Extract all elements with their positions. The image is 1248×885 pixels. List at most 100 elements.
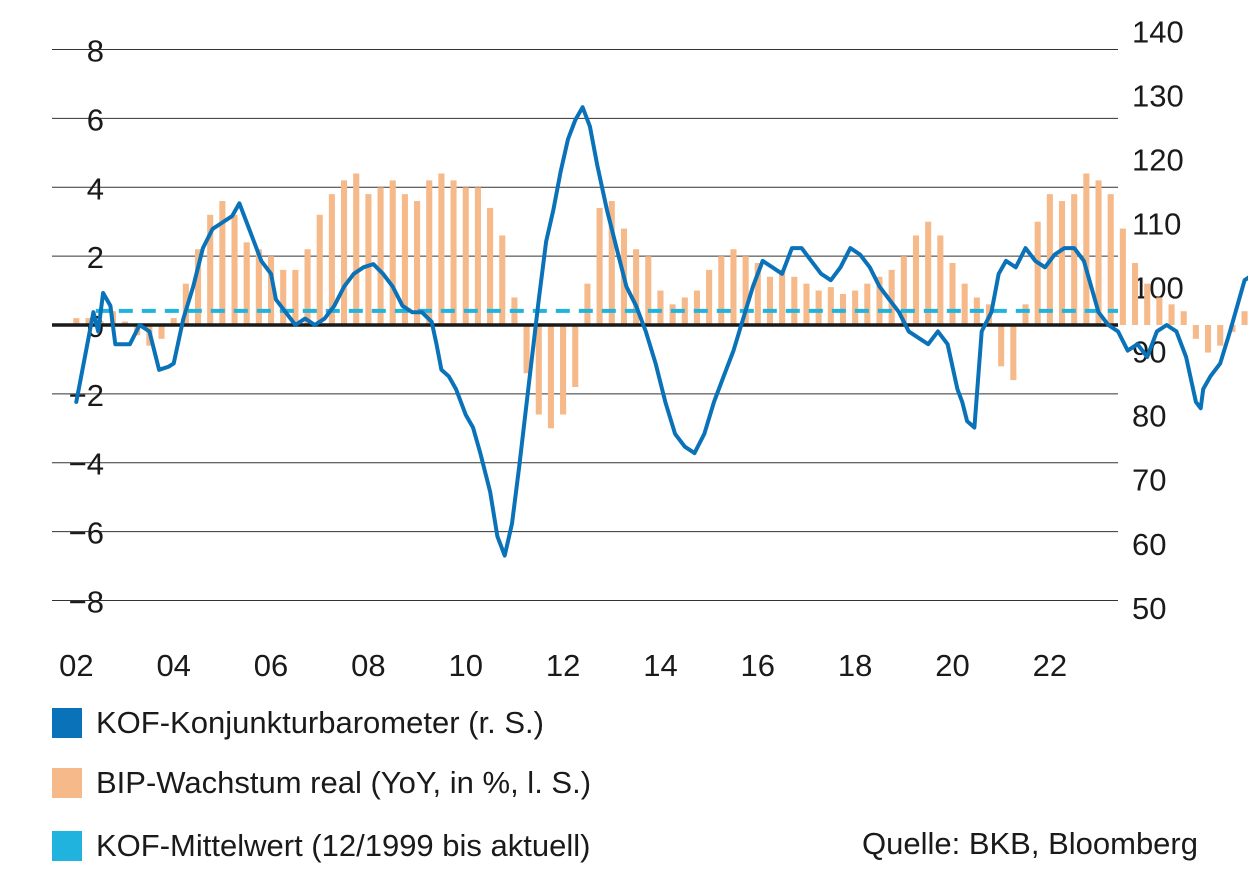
y-right-tick-label: 50 [1132,591,1166,626]
bip-bar [815,290,822,325]
y-left-tick-label: −8 [69,584,104,619]
x-tick-label: 22 [1033,648,1067,683]
legend-item-kof-mittelwert: KOF-Mittelwert (12/1999 bis aktuell) [52,828,591,863]
bip-bar [1034,221,1041,325]
legend-item-bip-wachstum: BIP-Wachstum real (YoY, in %, l. S.) [52,765,591,800]
bip-bar [730,249,737,325]
x-tick-label: 04 [156,648,190,683]
bip-bar [304,249,311,325]
bip-bar [1192,325,1199,339]
bip-bar [73,318,80,325]
legend-label-kof-mittelwert: KOF-Mittelwert (12/1999 bis aktuell) [96,828,591,863]
bip-bar [280,269,287,325]
bip-bar [766,276,774,325]
bip-bar [1156,297,1163,325]
bip-bar [231,214,238,325]
y-right-tick-label: 110 [1132,207,1181,242]
x-tick-label: 02 [59,648,93,683]
bip-bar [669,304,676,325]
bip-bar [998,325,1005,367]
bip-bar [1107,194,1114,325]
bip-bar [499,235,506,325]
bip-bar [706,269,713,325]
bip-bar [718,256,725,325]
bip-bar [852,290,859,325]
x-tick-label: 08 [351,648,385,683]
bip-bar [328,194,335,325]
bip-bar [377,187,384,325]
y-left-tick-label: 6 [87,102,104,137]
bip-bar [438,173,445,325]
bip-bar [608,201,615,325]
bip-bar [401,194,408,325]
bip-bar [1180,311,1187,325]
y-left-tick-label: −2 [69,378,104,413]
bip-bar [791,276,798,325]
bip-bar [1217,325,1224,346]
bip-bar [560,325,567,415]
bip-bar [341,180,348,325]
kof-barometer-line [74,105,1248,558]
bip-bar [547,325,554,429]
x-tick-label: 14 [643,648,677,683]
bip-bar [1095,180,1102,325]
bip-bar [389,180,396,325]
y-left-tick-label: 8 [87,34,104,69]
legend-swatch-bip-wachstum [52,768,82,798]
y-right-tick-label: 120 [1132,142,1184,177]
bip-bar [1083,173,1090,325]
bip-bar [462,187,469,325]
bip-bar [742,256,749,325]
legend-label-kof-barometer: KOF-Konjunkturbarometer (r. S.) [96,705,544,740]
bip-bar [243,242,250,325]
bip-bar [754,263,761,325]
y-left-tick-label: −4 [69,447,104,482]
bip-bar [864,283,871,325]
y-right-tick-label: 70 [1132,463,1166,498]
bip-bar [693,290,700,325]
x-tick-label: 06 [254,648,288,683]
bip-bar [779,269,786,325]
bip-bar [584,283,591,325]
bip-bar [1144,283,1151,325]
y-left-tick-label: 2 [87,240,104,275]
bip-bar [353,173,360,325]
bip-bar [596,207,603,325]
bip-bar [1010,325,1017,381]
bip-bar [450,180,457,325]
bip-bar [961,283,968,325]
bip-bar [1058,201,1066,325]
bip-bar [207,214,214,325]
bip-bar [85,318,92,325]
y-right-tick-label: 60 [1132,527,1166,562]
x-tick-label: 10 [449,648,483,683]
legend-swatch-kof-mittelwert [52,831,82,861]
bip-bar [1241,311,1248,325]
bip-bar [876,276,883,325]
bip-bar [645,256,652,325]
x-tick-label: 20 [935,648,969,683]
bip-bar [170,318,177,325]
bip-bar [657,290,664,325]
bip-bar [426,180,433,325]
legend-swatch-kof-barometer [52,708,82,738]
y-left-tick-label: −6 [69,516,104,551]
bip-bar [316,214,323,325]
x-tick-label: 18 [838,648,872,683]
bip-bar [194,249,202,325]
bip-bar [803,283,810,325]
y-left-tick-label: 4 [87,171,104,206]
bip-bar [219,201,226,325]
bip-bar [827,287,834,325]
bip-bar [937,235,944,325]
y-right-tick-label: 140 [1132,14,1184,49]
bip-bar [474,187,481,325]
bip-bar [1022,304,1029,325]
bip-bar [1119,228,1126,325]
y-right-tick-label: 130 [1132,78,1184,113]
bip-bar [487,207,494,325]
bip-bar [572,325,579,387]
bip-bar [949,263,956,325]
bip-bar [535,325,542,415]
